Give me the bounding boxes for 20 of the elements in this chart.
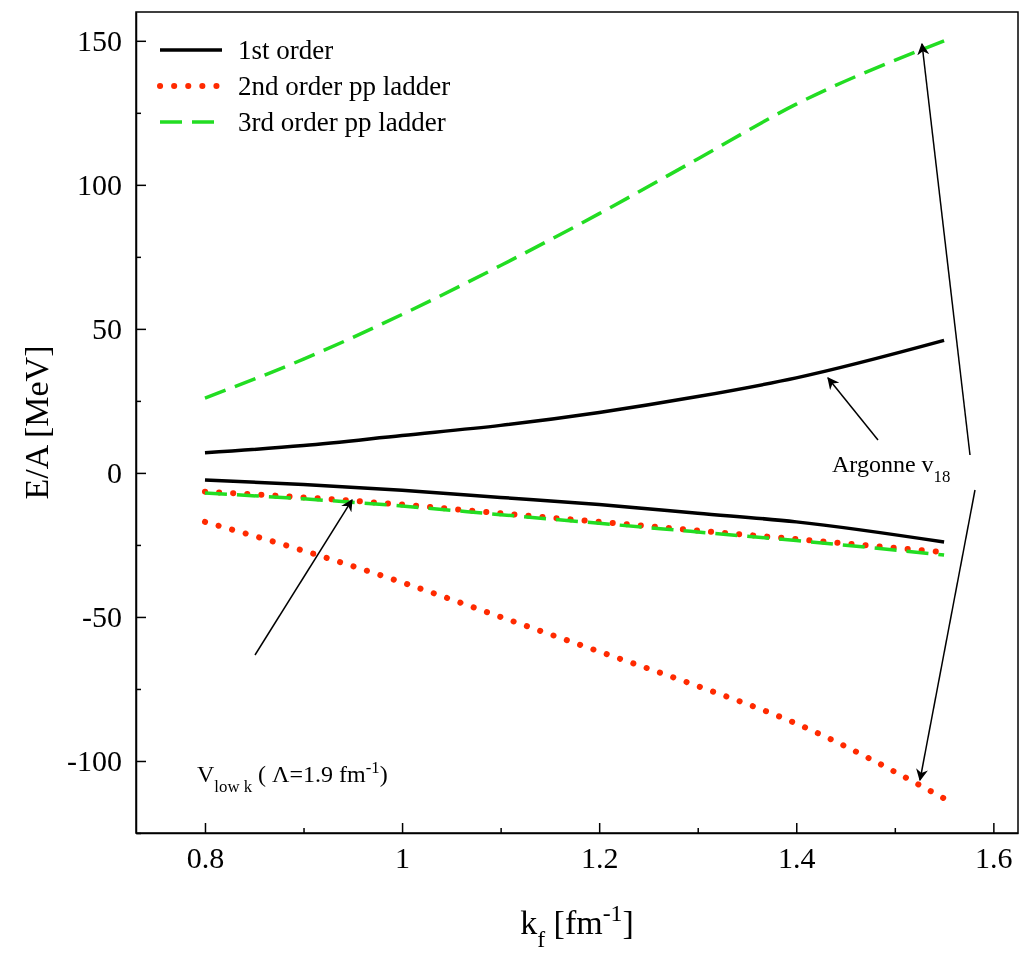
x-tick-label: 1.2: [580, 841, 619, 875]
y-tick-label: 100: [77, 167, 122, 201]
x-tick-label: 1.6: [975, 841, 1013, 875]
x-tick-label: 1: [395, 841, 411, 875]
line-series: [203, 39, 946, 400]
y-tick-label: 50: [92, 311, 122, 345]
y-tick-label: -50: [82, 600, 122, 634]
y-axis-title: E/A [MeV]: [18, 345, 55, 500]
annotation: Argonne v$_{18}$: [832, 451, 951, 486]
legend-label: 3rd order pp ladder: [238, 107, 446, 137]
x-axis-title: k$_{f}$ [fm$^{-1}$]: [520, 900, 634, 952]
line-series: [203, 338, 946, 455]
y-tick-label: 150: [77, 23, 122, 57]
y-tick-label: -100: [67, 744, 122, 778]
x-tick-label: 0.8: [186, 841, 225, 875]
annotation: V$_{low k}$ ( Λ=1.9 fm$^{-1}$): [197, 757, 388, 796]
legend-label: 1st order: [238, 35, 334, 65]
legend-label: 2nd order pp ladder: [238, 71, 451, 101]
y-tick-label: 0: [107, 456, 122, 490]
x-tick-label: 1.4: [778, 841, 816, 875]
